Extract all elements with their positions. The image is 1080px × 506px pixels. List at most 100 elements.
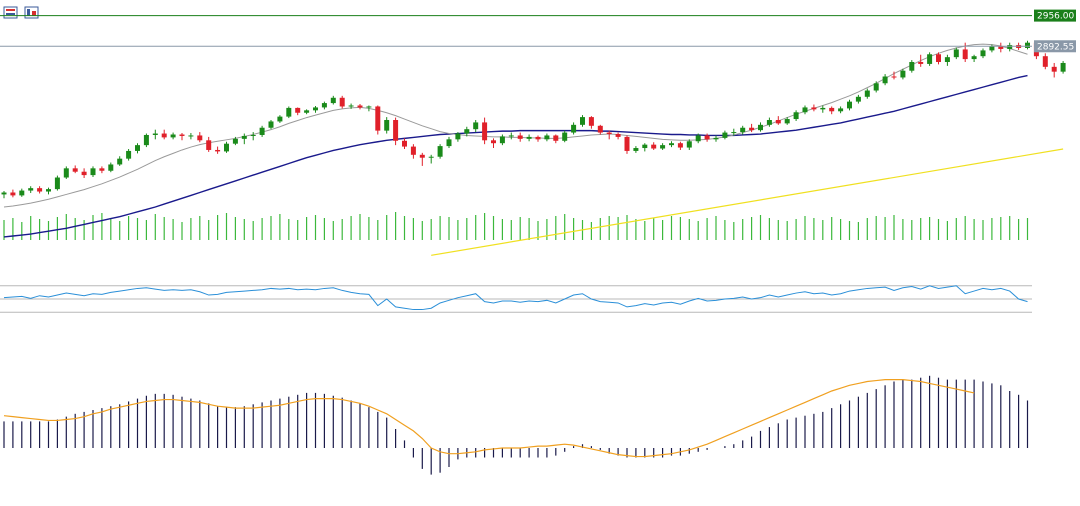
candle xyxy=(775,116,781,125)
candle xyxy=(669,141,674,148)
candle xyxy=(597,124,603,135)
candle xyxy=(580,115,585,127)
candle xyxy=(63,166,69,179)
candle xyxy=(1007,42,1013,52)
candle xyxy=(864,88,870,99)
candle xyxy=(188,133,194,140)
ma-slow-line xyxy=(431,148,1064,256)
candle xyxy=(615,132,621,140)
candle xyxy=(215,146,221,154)
candle xyxy=(802,105,808,115)
candle xyxy=(740,125,746,135)
volume-bars xyxy=(3,212,1029,240)
candle xyxy=(286,106,292,119)
candle xyxy=(437,144,443,159)
candle xyxy=(28,186,34,193)
candle xyxy=(909,60,915,73)
candle xyxy=(90,166,96,178)
candle xyxy=(161,129,167,140)
candle xyxy=(766,117,772,127)
candle xyxy=(838,106,844,114)
candle xyxy=(704,133,710,142)
candle xyxy=(464,126,470,137)
candle xyxy=(241,133,247,145)
candle xyxy=(686,139,692,150)
candle xyxy=(562,130,568,143)
candle xyxy=(313,105,318,113)
candle xyxy=(402,138,407,149)
candle xyxy=(660,143,666,150)
candle xyxy=(393,117,399,146)
candle xyxy=(446,136,452,149)
candle xyxy=(695,133,701,144)
candle xyxy=(535,135,541,142)
candle xyxy=(811,104,817,112)
candle xyxy=(526,134,532,142)
candle xyxy=(571,122,577,135)
candle xyxy=(108,162,114,173)
candle xyxy=(339,95,345,109)
candle xyxy=(19,188,25,197)
candle xyxy=(72,165,78,174)
candle xyxy=(588,116,594,129)
candle xyxy=(491,138,496,149)
candle xyxy=(81,168,87,178)
candle xyxy=(820,105,826,113)
signal-line xyxy=(3,379,975,458)
candle xyxy=(206,136,212,152)
candle xyxy=(749,123,755,133)
candle xyxy=(357,104,363,110)
candle xyxy=(46,187,51,195)
chart-properties-icon[interactable] xyxy=(3,6,18,19)
candle xyxy=(259,125,265,137)
candle xyxy=(677,141,683,150)
candle xyxy=(482,117,488,145)
candle xyxy=(918,54,924,67)
candle xyxy=(927,52,933,66)
candle xyxy=(277,115,283,123)
candle xyxy=(1025,40,1030,50)
candle xyxy=(882,74,888,86)
candle xyxy=(784,117,790,125)
candle xyxy=(944,54,950,66)
candle xyxy=(250,132,256,141)
price-level-tag xyxy=(1034,9,1076,22)
candle xyxy=(410,144,416,159)
candle xyxy=(829,106,835,115)
candle xyxy=(232,136,238,146)
indicator-list-icon[interactable] xyxy=(24,6,39,19)
price-level-label: 2956.00 xyxy=(1037,12,1074,22)
candle xyxy=(847,99,852,111)
candle xyxy=(348,103,354,109)
price-panel: 2956.00 2892.55 xyxy=(0,9,1076,256)
candle xyxy=(143,133,149,148)
oscillator-line xyxy=(3,285,1028,311)
ma-mid-line xyxy=(3,74,1028,238)
candle xyxy=(980,48,986,59)
candle xyxy=(179,133,185,141)
candle xyxy=(1051,62,1057,78)
candle xyxy=(384,117,390,134)
candle xyxy=(731,128,737,136)
candle xyxy=(971,54,977,62)
candle xyxy=(989,44,995,53)
candle xyxy=(651,142,657,150)
candle xyxy=(544,133,550,142)
candle xyxy=(455,132,461,142)
candle xyxy=(517,132,523,142)
candle xyxy=(268,120,274,130)
candle xyxy=(758,122,763,132)
candle xyxy=(713,135,719,142)
candle xyxy=(10,189,16,198)
candle xyxy=(321,101,327,110)
candle xyxy=(117,156,123,166)
candle xyxy=(126,149,132,161)
candlestick-series xyxy=(1,40,1066,199)
candle xyxy=(499,134,505,146)
candle xyxy=(304,109,310,115)
candle xyxy=(508,132,514,140)
histogram-panel xyxy=(3,375,1029,475)
candle xyxy=(624,135,630,154)
